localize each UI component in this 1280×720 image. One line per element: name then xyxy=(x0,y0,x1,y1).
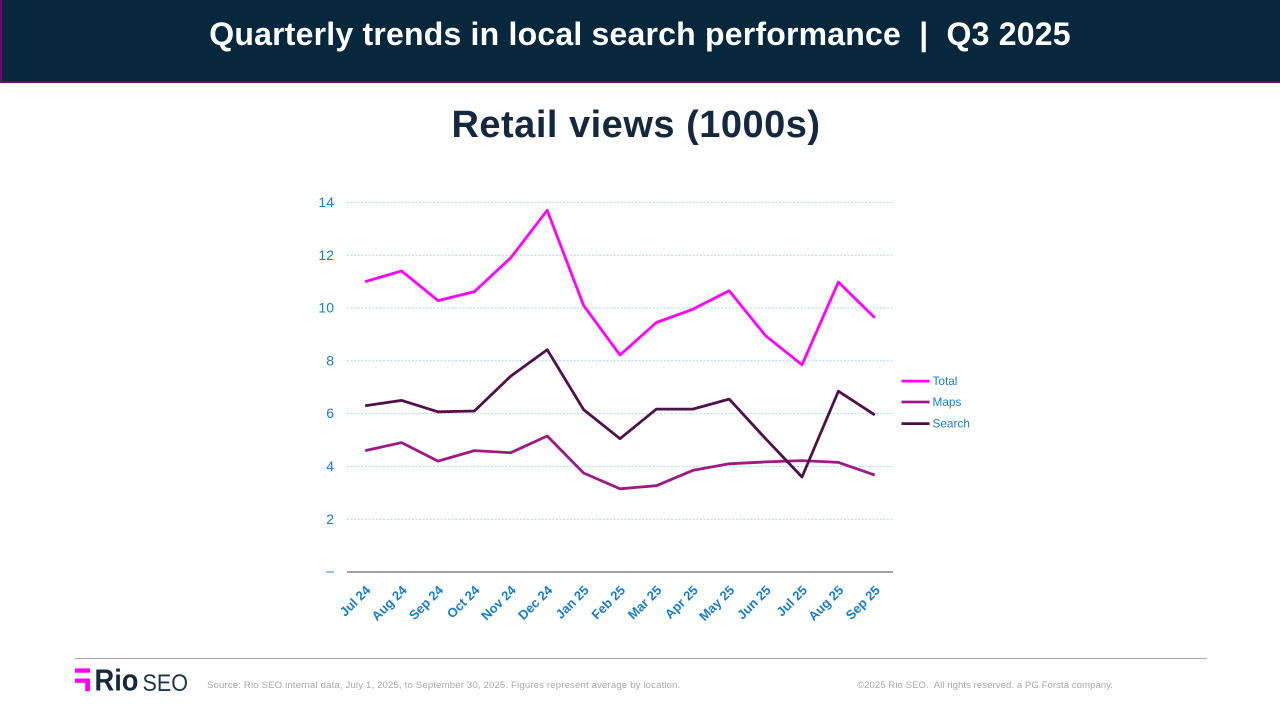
svg-text:Oct 24: Oct 24 xyxy=(444,582,483,621)
svg-text:Sep 24: Sep 24 xyxy=(406,582,447,623)
svg-text:SEO: SEO xyxy=(143,670,189,697)
svg-text:2: 2 xyxy=(326,511,334,527)
svg-text:May 25: May 25 xyxy=(696,583,737,624)
svg-text:Rio: Rio xyxy=(95,664,139,698)
svg-text:Aug 24: Aug 24 xyxy=(368,582,410,624)
svg-text:8: 8 xyxy=(326,352,334,368)
svg-text:12: 12 xyxy=(318,247,334,263)
svg-text:14: 14 xyxy=(318,194,334,210)
svg-text:Sep 25: Sep 25 xyxy=(843,583,883,623)
svg-text:Dec 24: Dec 24 xyxy=(515,582,556,623)
svg-text:Search: Search xyxy=(933,417,970,431)
svg-text:Mar 25: Mar 25 xyxy=(625,583,665,623)
svg-text:Nov 24: Nov 24 xyxy=(478,582,519,623)
svg-text:Jun 25: Jun 25 xyxy=(734,583,774,623)
svg-text:Maps: Maps xyxy=(933,395,962,409)
svg-text:Aug 25: Aug 25 xyxy=(805,583,846,624)
svg-text:Feb 25: Feb 25 xyxy=(588,583,628,623)
svg-text:6: 6 xyxy=(326,405,334,421)
svg-text:Apr 25: Apr 25 xyxy=(662,583,701,622)
svg-text:Jan 25: Jan 25 xyxy=(552,583,591,622)
svg-text:10: 10 xyxy=(318,300,334,316)
svg-text:–: – xyxy=(326,563,334,579)
svg-text:4: 4 xyxy=(326,458,334,474)
svg-text:Total: Total xyxy=(933,374,958,388)
